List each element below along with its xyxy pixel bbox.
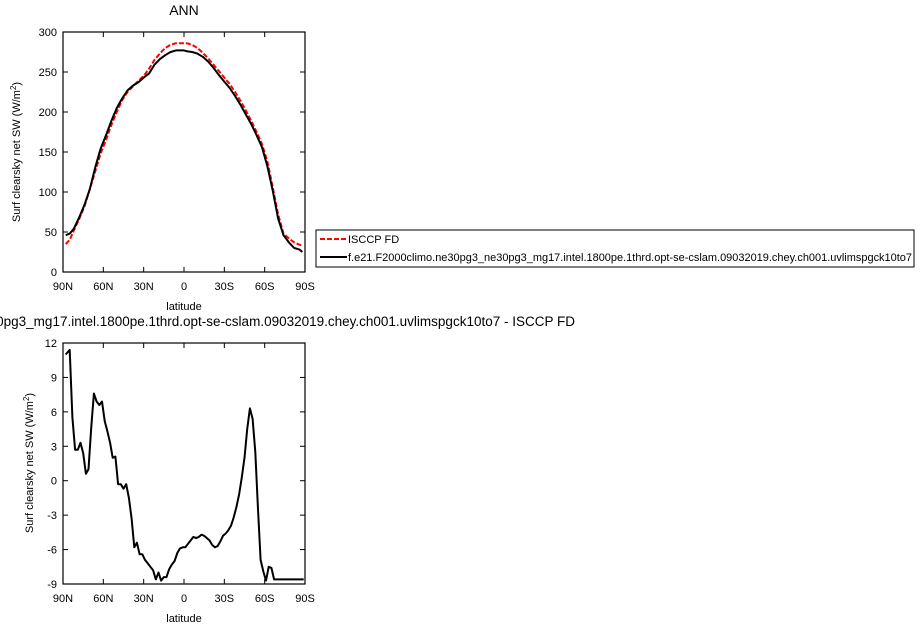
legend-frame <box>315 229 915 268</box>
x-tick-label: 30N <box>134 281 154 293</box>
legend-label-isccp: ISCCP FD <box>348 234 399 246</box>
x-tick-label: 90S <box>295 281 315 293</box>
x-tick-label: 60N <box>93 593 113 605</box>
y-tick-label: 6 <box>51 407 57 419</box>
bottom-y-axis-label-main: Surf clearsky net SW (W/m <box>24 401 36 533</box>
y-tick-label: -6 <box>47 545 57 557</box>
top-y-axis-label: Surf clearsky net SW (W/m2) <box>9 82 23 222</box>
bottom-y-axis-label-close: ) <box>24 393 36 397</box>
x-tick-label: 30S <box>215 593 235 605</box>
y-tick-label: 300 <box>39 27 57 39</box>
y-tick-label: 100 <box>39 187 57 199</box>
y-tick-label: 3 <box>51 441 57 453</box>
series-line-0 <box>64 42 303 247</box>
y-tick-label: -9 <box>47 579 57 591</box>
top-line-chart: ANN 90N 60N 30N 0 30S 60S 90S 0 50 100 150 200 250 30… <box>9 2 315 313</box>
bottom-line-chart: f.e21.F2000climo.ne30pg3_ne30pg3_mg17.in… <box>0 314 575 625</box>
y-tick-label: 12 <box>45 338 57 350</box>
bottom-chart-title: f.e21.F2000climo.ne30pg3_ne30pg3_mg17.in… <box>0 314 575 329</box>
x-tick-label: 30S <box>215 281 235 293</box>
top-axis-ticks: 90N 60N 30N 0 30S 60S 90S 0 50 100 150 200 250 300 <box>39 27 315 293</box>
y-tick-label: 250 <box>39 67 57 79</box>
top-y-axis-label-main: Surf clearsky net SW (W/m <box>11 90 23 222</box>
x-tick-label: 90S <box>295 593 315 605</box>
x-tick-label: 30N <box>134 593 154 605</box>
x-tick-label: 0 <box>181 281 187 293</box>
top-chart-title: ANN <box>169 2 199 18</box>
x-tick-label: 60S <box>255 593 275 605</box>
top-chart-legend: ISCCP FD f.e21.F2000climo.ne30pg3_ne30pg… <box>315 229 915 268</box>
x-tick-label: 60S <box>255 281 275 293</box>
bottom-y-axis-label: Surf clearsky net SW (W/m2) <box>22 393 36 533</box>
bottom-series-lines <box>64 348 304 582</box>
y-tick-label: 0 <box>51 267 57 279</box>
series-line-1 <box>65 49 303 253</box>
x-tick-label: 60N <box>93 281 113 293</box>
x-tick-label: 90N <box>53 281 73 293</box>
y-tick-label: 50 <box>45 227 57 239</box>
series-line-0 <box>64 348 304 582</box>
y-tick-label: 9 <box>51 372 57 384</box>
y-tick-label: 150 <box>39 147 57 159</box>
bottom-y-axis-label-superscript: 2 <box>22 396 31 401</box>
bottom-x-axis-label: latitude <box>166 613 201 625</box>
y-tick-label: -3 <box>47 510 57 522</box>
top-y-axis-label-close: ) <box>11 82 23 86</box>
top-y-axis-label-superscript: 2 <box>9 85 18 90</box>
y-tick-label: 0 <box>51 476 57 488</box>
x-tick-label: 0 <box>181 593 187 605</box>
legend-label-model: f.e21.F2000climo.ne30pg3_ne30pg3_mg17.in… <box>348 252 912 264</box>
y-tick-label: 200 <box>39 107 57 119</box>
top-series-lines <box>64 42 303 253</box>
top-x-axis-label: latitude <box>166 301 201 313</box>
bottom-axis-ticks: 90N 60N 30N 0 30S 60S 90S -9 -6 -3 0 3 6 9 12 <box>45 338 315 605</box>
x-tick-label: 90N <box>53 593 73 605</box>
